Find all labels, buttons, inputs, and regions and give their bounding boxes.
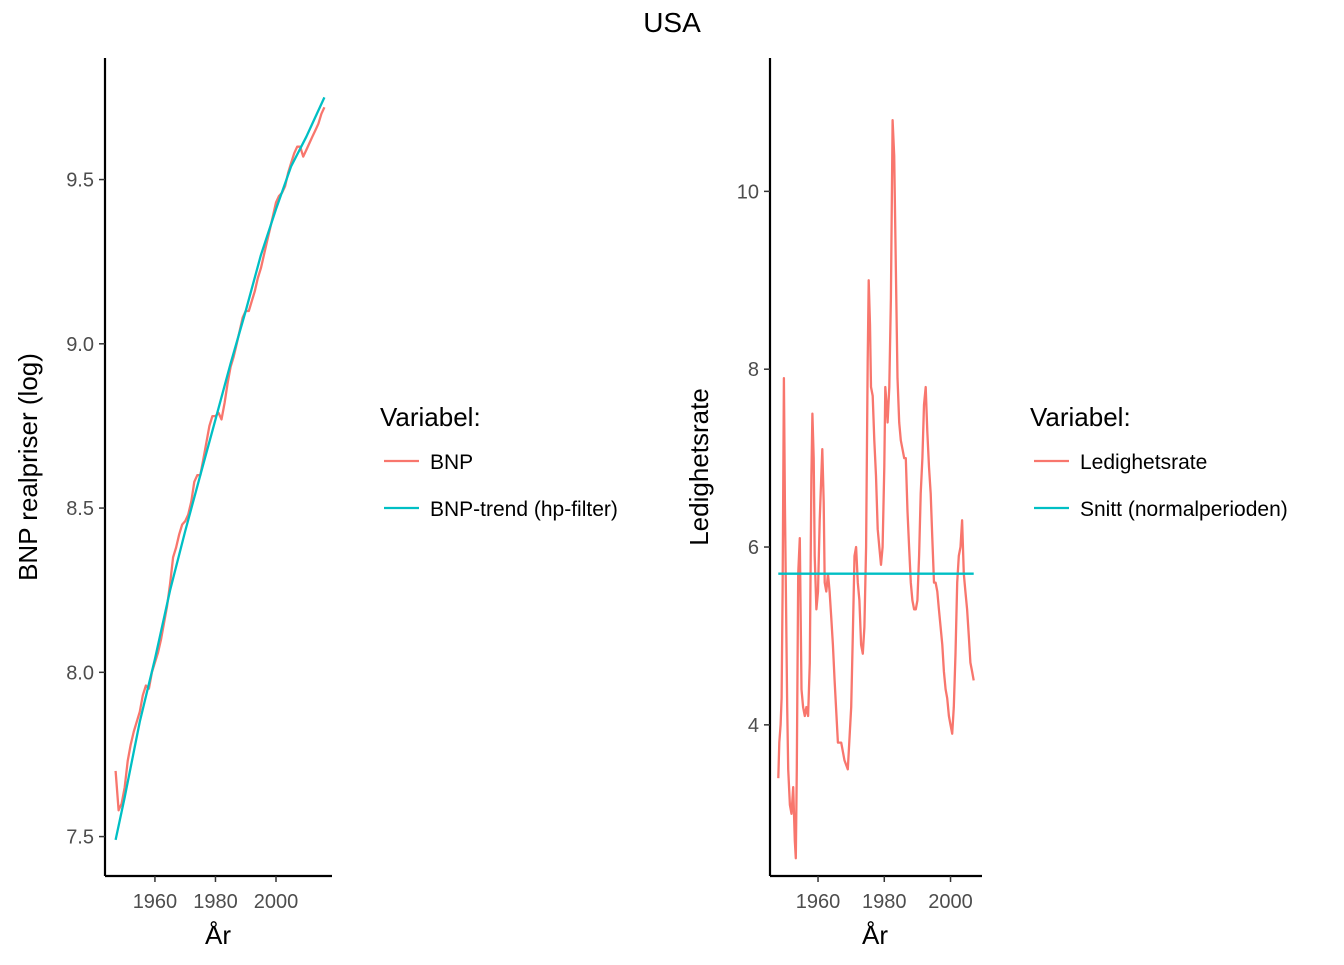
unemp-series-line-primary bbox=[777, 119, 975, 860]
unemployment-panel: Ledighetsrate År Variabel: Ledighetsrate… bbox=[684, 58, 1288, 950]
gdp-y-tick-label: 8.5 bbox=[66, 498, 94, 520]
unemp-y-tick-label: 8 bbox=[748, 359, 759, 381]
unemp-legend-title: Variabel: bbox=[1030, 402, 1131, 432]
gdp-y-axis-title: BNP realpriser (log) bbox=[13, 353, 43, 581]
unemp-legend-label-mean: Snitt (normalperioden) bbox=[1080, 498, 1288, 521]
unemp-y-tick-label: 10 bbox=[737, 181, 759, 203]
gdp-x-axis-title: År bbox=[205, 920, 231, 950]
gdp-panel: BNP realpriser (log) År Variabel: BNP BN… bbox=[13, 58, 618, 950]
unemp-legend: Variabel: Ledighetsrate Snitt (normalper… bbox=[1030, 402, 1288, 521]
unemp-y-tick-label: 6 bbox=[748, 537, 759, 559]
unemp-x-axis-title: År bbox=[862, 920, 888, 950]
unemp-y-axis-title: Ledighetsrate bbox=[684, 388, 714, 546]
gdp-x-tick-label: 1960 bbox=[133, 891, 178, 913]
gdp-series-line-secondary bbox=[114, 96, 326, 841]
gdp-legend-label-trend: BNP-trend (hp-filter) bbox=[430, 498, 618, 521]
gdp-x-tick-label: 2000 bbox=[254, 891, 299, 913]
unemp-x-tick-label: 1980 bbox=[862, 891, 907, 913]
gdp-series-line-primary bbox=[114, 106, 326, 812]
unemp-x-tick-label: 2000 bbox=[928, 891, 973, 913]
unemp-legend-label-rate: Ledighetsrate bbox=[1080, 451, 1207, 474]
gdp-x-tick-label: 1980 bbox=[193, 891, 238, 913]
unemp-x-tick-label: 1960 bbox=[796, 891, 841, 913]
gdp-y-tick-label: 9.0 bbox=[66, 334, 94, 356]
gdp-y-tick-label: 8.0 bbox=[66, 662, 94, 684]
gdp-y-tick-label: 7.5 bbox=[66, 827, 94, 849]
unemp-y-tick-label: 4 bbox=[748, 715, 759, 737]
figure-title: USA bbox=[643, 7, 701, 38]
gdp-legend: Variabel: BNP BNP-trend (hp-filter) bbox=[380, 402, 618, 521]
gdp-legend-label-bnp: BNP bbox=[430, 451, 473, 474]
gdp-legend-title: Variabel: bbox=[380, 402, 481, 432]
gdp-y-tick-label: 9.5 bbox=[66, 170, 94, 192]
